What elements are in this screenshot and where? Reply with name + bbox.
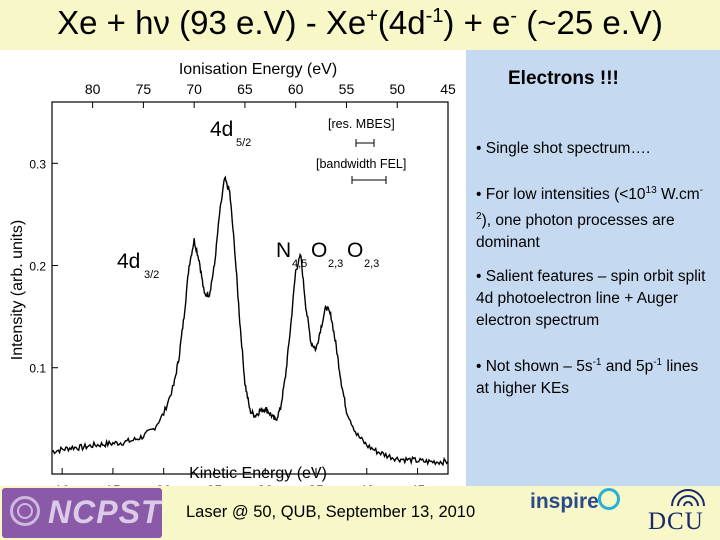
bullet-text: • For low intensities (<10 xyxy=(476,186,646,204)
title-part-nu: ν xyxy=(153,4,170,41)
inspire-logo: inspire xyxy=(528,488,622,538)
bullet-text: ), one photon processes are dominant xyxy=(476,212,675,252)
annotation-4d32-main: 4d xyxy=(117,250,140,273)
spectrum-figure: Ionisation Energy (eV) Kinetic Energy (e… xyxy=(0,50,466,498)
ncpst-logo-text: NCPST xyxy=(48,494,162,530)
top-axis-label: Ionisation Energy (eV) xyxy=(179,61,337,78)
bullet-sup: -1 xyxy=(592,357,602,368)
top-tick-label: 75 xyxy=(136,81,152,97)
top-tick-label: 45 xyxy=(440,81,456,97)
annotation-4d52-main: 4d xyxy=(210,118,233,141)
annotation-auger-o1: O xyxy=(311,239,327,262)
bullet-sup: 13 xyxy=(645,185,657,196)
slide-title: Xe + hν (93 e.V) - Xe+(4d-1) + e- (~25 e… xyxy=(0,4,720,42)
annotation-bandwidth-fel: [bandwidth FEL] xyxy=(316,157,406,184)
annotation-4d52-sub: 5/2 xyxy=(236,137,251,149)
annotation-4d32-sub: 3/2 xyxy=(144,269,159,281)
bullet-sup: -2 xyxy=(476,185,704,223)
title-part: (93 e.V) - Xe xyxy=(169,4,367,41)
ncpst-logo: NCPST xyxy=(2,488,162,538)
bullet-text: • Not shown – 5s xyxy=(476,358,593,376)
spectrum-line xyxy=(51,175,449,467)
bullet-sup: -1 xyxy=(653,357,663,368)
title-part: (~25 e.V) xyxy=(517,4,663,41)
title-sup: -1 xyxy=(425,5,444,27)
annotation-auger-o1-sub: 2,3 xyxy=(328,258,343,270)
annotation-auger-n-sub: 4,5 xyxy=(292,258,307,270)
title-part: ) + e xyxy=(443,4,511,41)
top-axis-ticks: 80 75 70 65 60 55 50 45 xyxy=(85,81,456,108)
y-axis-ticks: 0.1 0.2 0.3 xyxy=(29,157,58,376)
annotation-auger-o2: O xyxy=(347,239,363,262)
y-tick-label: 0.3 xyxy=(29,157,46,171)
top-tick-label: 80 xyxy=(85,81,101,97)
annotation-bandwidth-fel-label: [bandwidth FEL] xyxy=(316,157,406,171)
bullet-salient-features: • Salient features – spin orbit split 4d… xyxy=(476,266,712,332)
title-sup: - xyxy=(510,5,518,27)
inspire-logo-text: inspire xyxy=(530,490,599,513)
y-tick-label: 0.2 xyxy=(29,260,46,274)
spectrum-chart: Ionisation Energy (eV) Kinetic Energy (e… xyxy=(9,61,456,498)
annotation-4d32: 4d 3/2 xyxy=(117,250,159,281)
top-tick-label: 70 xyxy=(186,81,202,97)
top-tick-label: 55 xyxy=(339,81,355,97)
bullet-text: and 5p xyxy=(601,358,654,376)
inspire-swirl-icon xyxy=(598,488,620,510)
ncpst-ring-icon xyxy=(10,496,40,526)
top-tick-label: 60 xyxy=(288,81,304,97)
title-part: Xe + h xyxy=(57,4,154,41)
title-bar xyxy=(0,0,720,50)
dcu-logo-text: DCU xyxy=(648,508,704,535)
annotation-res-mbes: [res. MBES] xyxy=(328,117,395,147)
notes-heading: Electrons !!! xyxy=(508,68,619,89)
title-part: (4d xyxy=(377,4,426,41)
annotation-res-mbes-label: [res. MBES] xyxy=(328,117,395,131)
annotation-auger-n: N xyxy=(276,239,291,262)
annotation-4d52: 4d 5/2 xyxy=(210,118,251,149)
bullet-text: • Single shot spectrum…. xyxy=(476,140,651,157)
top-tick-label: 65 xyxy=(237,81,253,97)
notes-panel: Electrons !!! • Single shot spectrum…. •… xyxy=(466,50,720,486)
top-tick-label: 50 xyxy=(389,81,405,97)
y-axis-label: Intensity (arb. units) xyxy=(9,220,26,361)
bullet-text: W.cm xyxy=(656,186,700,204)
bullet-single-shot: • Single shot spectrum…. xyxy=(476,138,712,160)
annotation-auger: N 4,5 O 2,3 O 2,3 xyxy=(276,239,379,270)
y-tick-label: 0.1 xyxy=(29,362,46,376)
x-axis-label: Kinetic Energy (eV) xyxy=(189,465,327,482)
annotation-auger-o2-sub: 2,3 xyxy=(364,258,379,270)
footer-text: Laser @ 50, QUB, September 13, 2010 xyxy=(186,503,476,521)
dcu-arcs-icon xyxy=(671,489,705,507)
title-sup: + xyxy=(366,5,378,27)
ncpst-inner-ring-icon xyxy=(17,503,33,519)
bullet-text: lines at higher KEs xyxy=(476,358,699,398)
bullet-low-intensity: • For low intensities (<1013 W.cm-2), on… xyxy=(476,180,712,254)
dcu-logo: DCU xyxy=(630,486,716,538)
bullet-not-shown: • Not shown – 5s-1 and 5p-1 lines at hig… xyxy=(476,352,712,400)
bullet-text: • Salient features – spin orbit split 4d… xyxy=(476,268,706,329)
